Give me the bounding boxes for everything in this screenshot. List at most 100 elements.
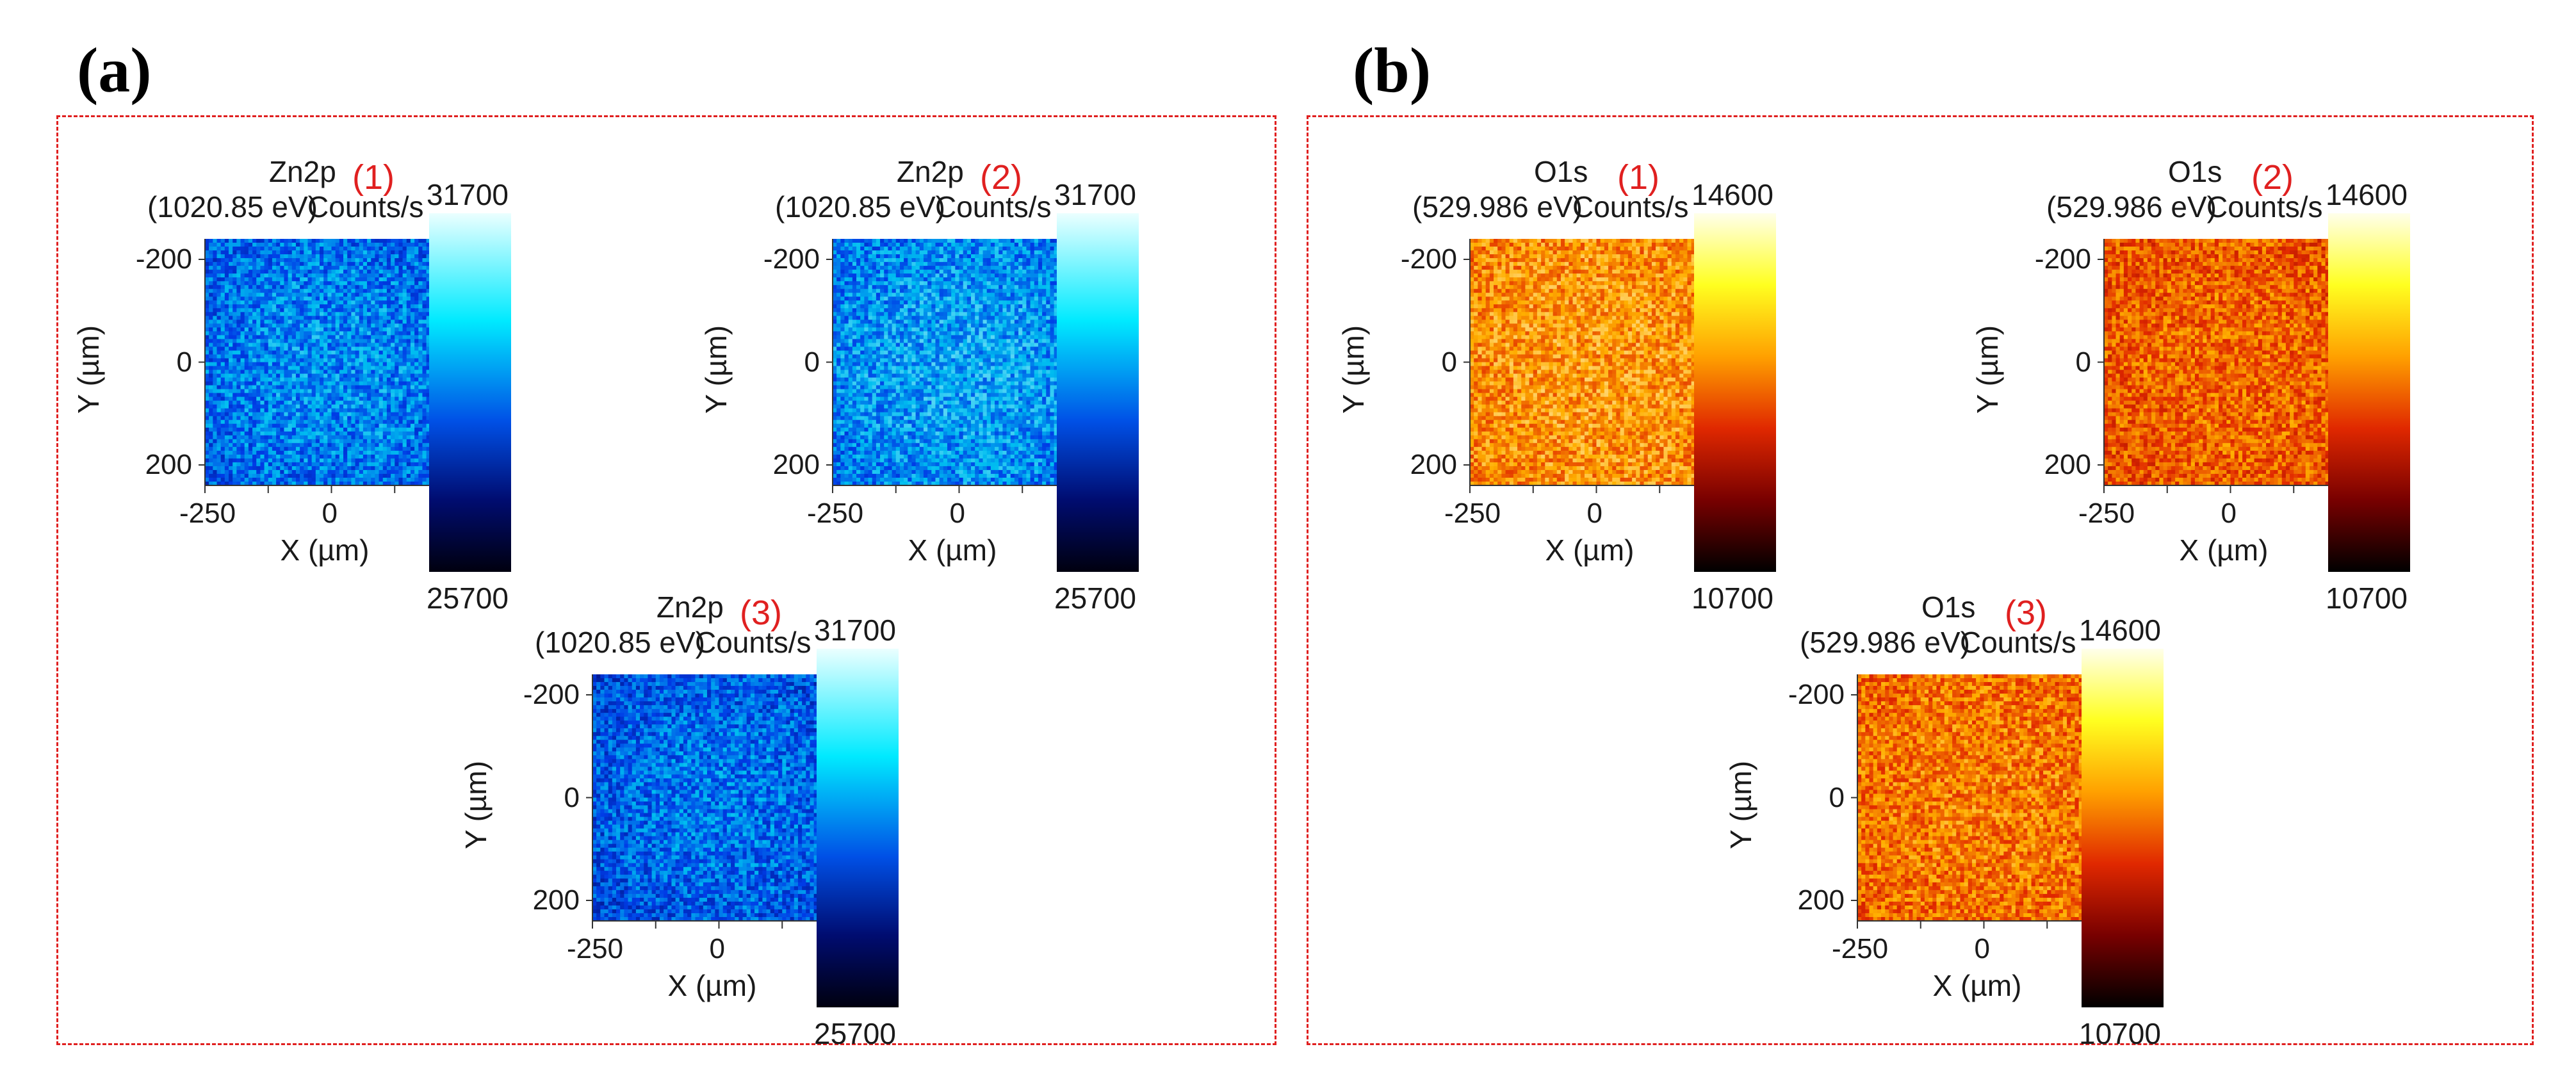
y-tick-label: 0 bbox=[177, 348, 192, 377]
x-axis-label: X (µm) bbox=[2180, 535, 2269, 565]
panel-frame-b bbox=[1307, 115, 2534, 1045]
colorbar-max-label: 31700 bbox=[814, 615, 896, 645]
y-tick-label: 200 bbox=[773, 451, 820, 479]
y-tick-label: -200 bbox=[1788, 681, 1845, 709]
energy-label: (529.986 eV) bbox=[2046, 192, 2217, 222]
colorbar-min-label: 10700 bbox=[2326, 583, 2408, 613]
panel-frame-a bbox=[56, 115, 1276, 1045]
energy-label: (1020.85 eV) bbox=[147, 192, 318, 222]
y-tick-label: 200 bbox=[1798, 886, 1845, 914]
y-axis-label: Y (µm) bbox=[72, 325, 105, 413]
plot-title: Zn2p bbox=[656, 592, 724, 622]
x-axis-label: X (µm) bbox=[281, 535, 370, 565]
map-index-label: (3) bbox=[2005, 596, 2047, 630]
x-axis-label: X (µm) bbox=[1933, 971, 2022, 1000]
x-axis-label: X (µm) bbox=[668, 971, 757, 1000]
colorbar-min-label: 10700 bbox=[2079, 1019, 2161, 1048]
x-tick-label: -250 bbox=[1444, 500, 1501, 528]
colorbar-max-label: 14600 bbox=[1692, 180, 1773, 209]
colorbar bbox=[2082, 649, 2164, 1007]
map-index-label: (3) bbox=[740, 596, 782, 630]
y-tick-label: 0 bbox=[804, 348, 820, 377]
x-axis-label: X (µm) bbox=[908, 535, 997, 565]
x-tick-label: 0 bbox=[322, 500, 338, 528]
panel-label-b: (b) bbox=[1353, 38, 1431, 102]
units-label: Counts/s bbox=[1572, 192, 1689, 222]
units-label: Counts/s bbox=[2206, 192, 2323, 222]
colorbar bbox=[817, 649, 899, 1007]
y-tick-label: 200 bbox=[1410, 451, 1457, 479]
units-label: Counts/s bbox=[1960, 628, 2076, 657]
plot-title: Zn2p bbox=[897, 157, 964, 186]
plot-title: O1s bbox=[2168, 157, 2222, 186]
x-tick-label: 0 bbox=[2221, 500, 2237, 528]
x-tick-label: -250 bbox=[1832, 935, 1888, 963]
energy-label: (1020.85 eV) bbox=[535, 628, 705, 657]
zn2p-map-3: Zn2p (1020.85 eV) Counts/s (3) Y (µm) -200 0 20… bbox=[458, 592, 1009, 1053]
plot-title: Zn2p bbox=[269, 157, 336, 186]
colorbar bbox=[429, 213, 511, 572]
x-tick-label: 0 bbox=[710, 935, 725, 963]
plot-title: O1s bbox=[1921, 592, 1975, 622]
colorbar-max-label: 14600 bbox=[2079, 615, 2161, 645]
colorbar-max-label: 31700 bbox=[1054, 180, 1136, 209]
colorbar-max-label: 31700 bbox=[427, 180, 509, 209]
colorbar-min-label: 25700 bbox=[814, 1019, 896, 1048]
o1s-map-2: O1s (529.986 eV) Counts/s (2) Y (µm) -200 0 200… bbox=[1969, 157, 2520, 618]
y-axis-label: Y (µm) bbox=[459, 760, 493, 849]
heatmap-image bbox=[2098, 239, 2366, 494]
heatmap-image bbox=[586, 674, 854, 930]
y-axis-label: Y (µm) bbox=[1724, 760, 1757, 849]
x-tick-label: 0 bbox=[1975, 935, 1990, 963]
heatmap-image bbox=[1851, 674, 2119, 930]
heatmap-image bbox=[199, 239, 467, 494]
plot-title: O1s bbox=[1534, 157, 1588, 186]
units-label: Counts/s bbox=[307, 192, 424, 222]
colorbar bbox=[1057, 213, 1139, 572]
map-index-label: (1) bbox=[1617, 160, 1659, 195]
y-axis-label: Y (µm) bbox=[699, 325, 733, 413]
x-tick-label: -250 bbox=[807, 500, 863, 528]
y-tick-label: 0 bbox=[564, 783, 580, 812]
y-tick-label: 0 bbox=[1442, 348, 1457, 377]
colorbar bbox=[1694, 213, 1776, 572]
y-tick-label: -200 bbox=[523, 681, 580, 709]
zn2p-map-1: Zn2p (1020.85 eV) Counts/s (1) Y (µm) -200 0 20… bbox=[70, 157, 621, 618]
y-tick-label: 200 bbox=[533, 886, 580, 914]
x-tick-label: 0 bbox=[1587, 500, 1602, 528]
o1s-map-3: O1s (529.986 eV) Counts/s (3) Y (µm) -200 0 200… bbox=[1723, 592, 2274, 1053]
map-index-label: (2) bbox=[2251, 160, 2294, 195]
colorbar-min-label: 10700 bbox=[1692, 583, 1773, 613]
x-tick-label: 0 bbox=[950, 500, 965, 528]
colorbar-min-label: 25700 bbox=[1054, 583, 1136, 613]
colorbar bbox=[2328, 213, 2410, 572]
y-tick-label: 200 bbox=[145, 451, 192, 479]
y-tick-label: 0 bbox=[2076, 348, 2091, 377]
o1s-map-1: O1s (529.986 eV) Counts/s (1) Y (µm) -200 0 200… bbox=[1335, 157, 1886, 618]
y-tick-label: -200 bbox=[2035, 245, 2091, 273]
y-axis-label: Y (µm) bbox=[1971, 325, 2004, 413]
map-index-label: (1) bbox=[352, 160, 395, 195]
y-tick-label: 0 bbox=[1829, 783, 1845, 812]
y-axis-label: Y (µm) bbox=[1337, 325, 1370, 413]
zn2p-map-2: Zn2p (1020.85 eV) Counts/s (2) Y (µm) -200 0 20… bbox=[698, 157, 1249, 618]
x-tick-label: -250 bbox=[567, 935, 623, 963]
y-tick-label: -200 bbox=[763, 245, 820, 273]
y-tick-label: 200 bbox=[2044, 451, 2091, 479]
y-tick-label: -200 bbox=[136, 245, 192, 273]
units-label: Counts/s bbox=[935, 192, 1052, 222]
x-tick-label: -250 bbox=[179, 500, 236, 528]
energy-label: (529.986 eV) bbox=[1412, 192, 1583, 222]
map-index-label: (2) bbox=[980, 160, 1022, 195]
units-label: Counts/s bbox=[695, 628, 811, 657]
colorbar-min-label: 25700 bbox=[427, 583, 509, 613]
heatmap-image bbox=[1463, 239, 1732, 494]
panel-label-a: (a) bbox=[77, 38, 152, 102]
energy-label: (529.986 eV) bbox=[1800, 628, 1970, 657]
heatmap-image bbox=[826, 239, 1095, 494]
x-tick-label: -250 bbox=[2078, 500, 2135, 528]
energy-label: (1020.85 eV) bbox=[775, 192, 945, 222]
colorbar-max-label: 14600 bbox=[2326, 180, 2408, 209]
x-axis-label: X (µm) bbox=[1545, 535, 1634, 565]
y-tick-label: -200 bbox=[1401, 245, 1457, 273]
